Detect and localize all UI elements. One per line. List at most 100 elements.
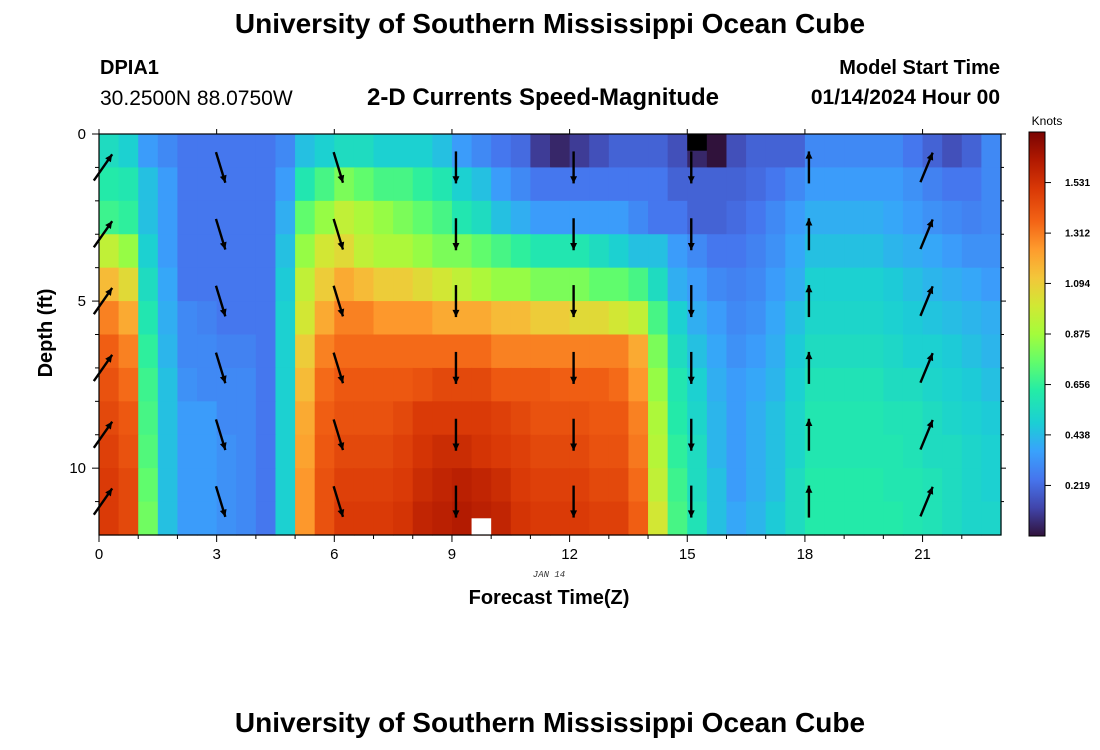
heatmap-cell xyxy=(667,434,688,469)
heatmap-cell xyxy=(942,468,963,503)
model-start-value: 01/14/2024 Hour 00 xyxy=(810,86,1000,109)
heatmap-cell xyxy=(902,367,924,402)
heatmap-cell xyxy=(726,301,747,336)
heatmap-cell xyxy=(648,234,669,269)
heatmap-cell xyxy=(608,501,630,536)
heatmap-cell xyxy=(510,200,531,235)
heatmap-cell xyxy=(550,267,571,302)
current-arrow xyxy=(332,352,345,384)
heatmap-cell xyxy=(432,334,453,369)
heatmap-cell xyxy=(255,301,277,336)
x-tick-label: 6 xyxy=(330,546,338,563)
current-arrow xyxy=(570,285,578,318)
heatmap-cell xyxy=(981,134,1002,169)
heatmap-cell xyxy=(942,167,963,202)
heatmap-cell xyxy=(883,401,904,436)
heatmap-cell xyxy=(275,434,296,469)
heatmap-cell xyxy=(628,434,649,469)
heatmap-cell xyxy=(236,234,257,269)
heatmap-cell xyxy=(863,134,884,169)
heatmap-cell xyxy=(216,468,237,503)
heatmap-cell xyxy=(608,401,630,436)
heatmap-cell xyxy=(628,401,649,436)
heatmap-cell xyxy=(118,367,139,402)
heatmap-cell xyxy=(353,200,375,235)
heatmap-cell xyxy=(824,468,845,503)
heatmap-cell xyxy=(902,167,924,202)
heatmap-cell xyxy=(883,167,904,202)
heatmap-cell xyxy=(216,334,237,369)
heatmap-cell xyxy=(942,134,963,169)
heatmap-cell xyxy=(942,267,963,302)
heatmap-cell xyxy=(628,301,649,336)
heatmap-cell xyxy=(236,434,257,469)
heatmap-cell xyxy=(785,267,806,302)
heatmap-cell xyxy=(432,468,453,503)
heatmap-cell xyxy=(314,267,335,302)
heatmap-cell xyxy=(99,267,120,302)
heatmap-cell xyxy=(373,234,394,269)
heatmap-cell xyxy=(432,401,453,436)
y-tick-label: 10 xyxy=(69,460,86,477)
heatmap-cell xyxy=(844,468,865,503)
heatmap-cell xyxy=(236,134,257,169)
heatmap-cell xyxy=(706,367,728,402)
heatmap-cell xyxy=(412,434,433,469)
heatmap-cell xyxy=(824,334,845,369)
heatmap-cell xyxy=(648,334,669,369)
heatmap-cell xyxy=(765,367,786,402)
heatmap-cell xyxy=(667,167,688,202)
current-arrow xyxy=(214,218,227,250)
heatmap-cell xyxy=(844,367,865,402)
heatmap-cell xyxy=(785,434,806,469)
heatmap-cell xyxy=(746,234,767,269)
colorbar-tick-label: 0.875 xyxy=(1065,330,1090,341)
current-arrow xyxy=(92,287,114,315)
heatmap-cell xyxy=(746,301,767,336)
heatmap-cell xyxy=(412,334,433,369)
heatmap-cell xyxy=(883,134,904,169)
heatmap-cell xyxy=(216,200,237,235)
heatmap-cell xyxy=(412,301,433,336)
heatmap-cell xyxy=(491,134,512,169)
heatmap-cell xyxy=(589,501,610,536)
heatmap-cell xyxy=(961,334,982,369)
heatmap-cell xyxy=(157,434,179,469)
heatmap-cell xyxy=(922,167,943,202)
heatmap-cell xyxy=(824,367,845,402)
missing-data-cell xyxy=(687,134,707,151)
heatmap-cell xyxy=(118,200,139,235)
heatmap-cell xyxy=(197,134,218,169)
chart-subtitle: 2-D Currents Speed-Magnitude xyxy=(367,84,720,111)
heatmap-cell xyxy=(785,501,806,536)
heatmap-cell xyxy=(197,200,218,235)
heatmap-cell xyxy=(530,267,551,302)
current-arrow xyxy=(452,285,460,318)
heatmap-cell xyxy=(706,267,728,302)
heatmap-cell xyxy=(255,134,277,169)
heatmap-cell xyxy=(844,134,865,169)
heatmap-cell xyxy=(765,401,786,436)
heatmap-cell xyxy=(314,367,335,402)
heatmap-cell xyxy=(393,434,414,469)
heatmap-cell xyxy=(981,434,1002,469)
heatmap-cell xyxy=(373,167,394,202)
current-arrow xyxy=(687,418,695,451)
heatmap-cell xyxy=(726,167,747,202)
heatmap-cell xyxy=(628,468,649,503)
heatmap-cell xyxy=(706,334,728,369)
heatmap-cell xyxy=(510,334,531,369)
heatmap-cell xyxy=(648,367,669,402)
heatmap-cell xyxy=(608,167,630,202)
heatmap-cell xyxy=(608,200,630,235)
heatmap-cell xyxy=(216,501,237,536)
colorbar-unit-label: Knots xyxy=(1032,114,1063,128)
heatmap-cell xyxy=(902,301,924,336)
heatmap-cell xyxy=(177,200,198,235)
heatmap-cell xyxy=(922,234,943,269)
heatmap-cell xyxy=(961,501,982,536)
heatmap-cell xyxy=(746,401,767,436)
heatmap-cell xyxy=(883,301,904,336)
heatmap-cell xyxy=(628,234,649,269)
current-arrow xyxy=(805,485,813,518)
